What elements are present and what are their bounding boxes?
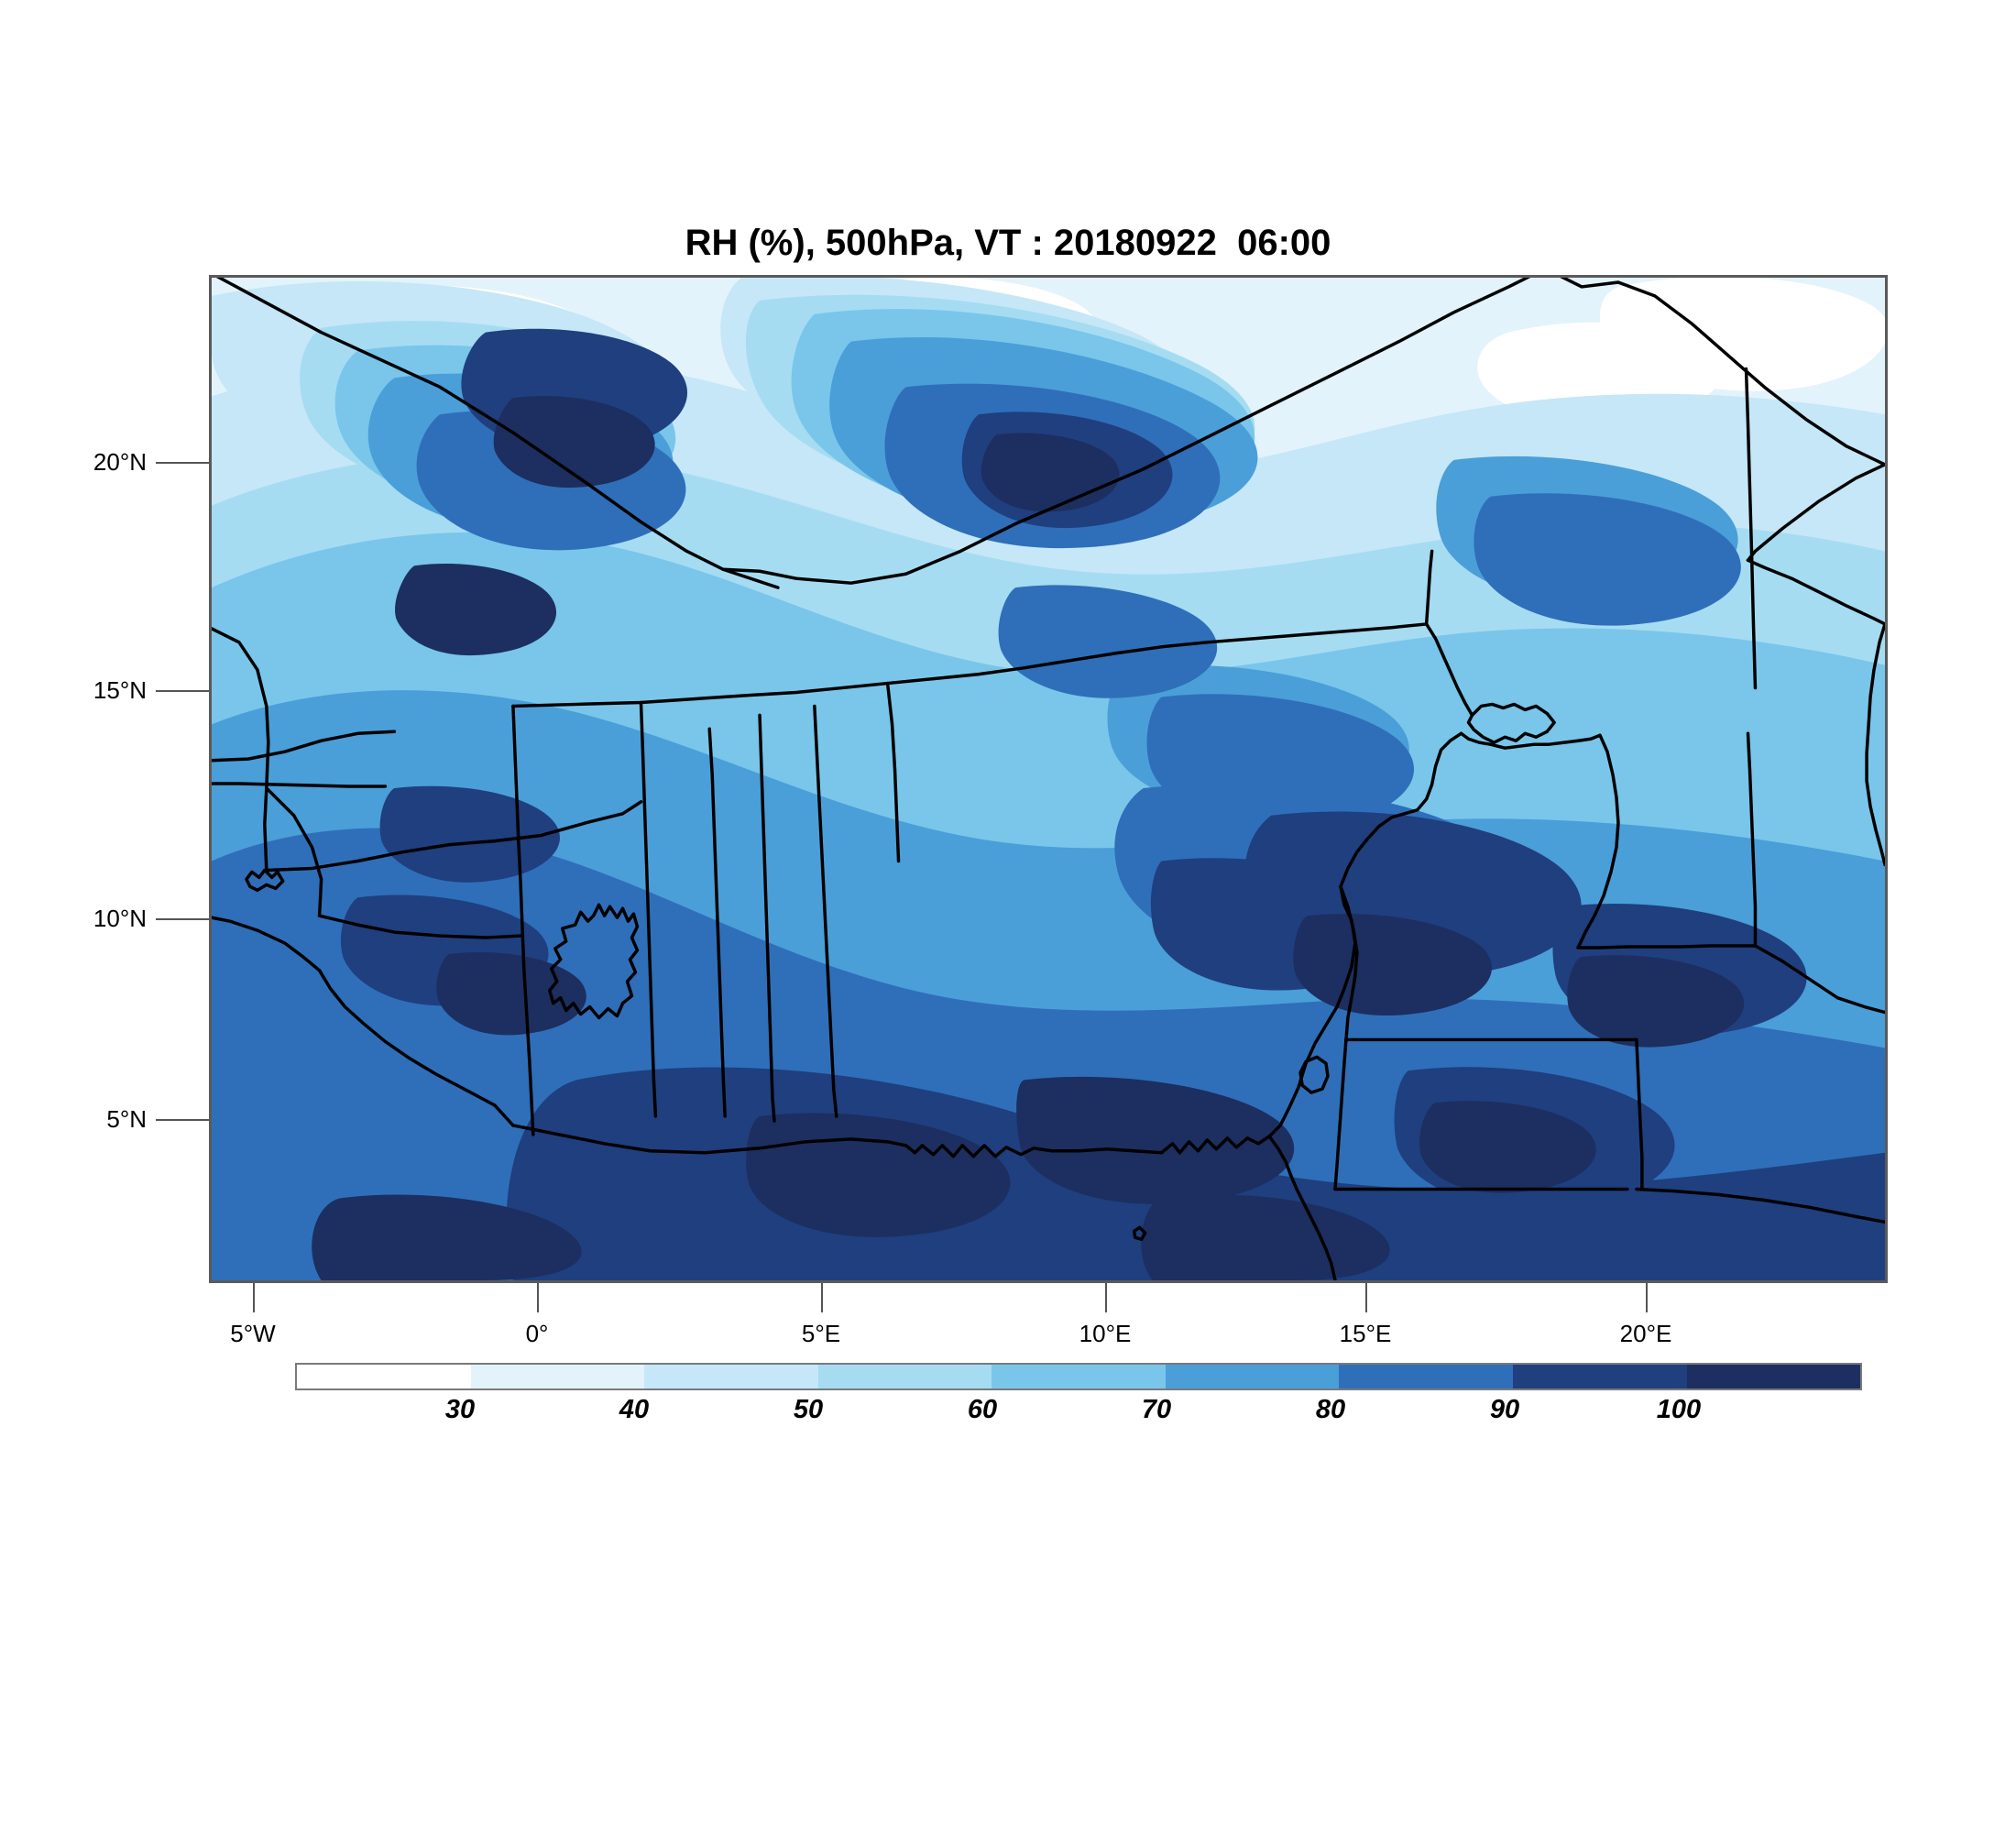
xtick-line-5W (253, 1283, 255, 1312)
colorbar-segment-7 (1512, 1365, 1687, 1388)
xtick-line-20E (1646, 1283, 1648, 1312)
colorbar-segment-5 (1165, 1365, 1340, 1388)
colorbar-segment-2 (644, 1365, 818, 1388)
colorbar-segment-1 (470, 1365, 645, 1388)
country-borders-layer (212, 278, 1885, 1280)
ytick-line-15N (156, 690, 209, 692)
contour-band-100 (312, 396, 1745, 1280)
xtick-line-5E (821, 1283, 823, 1312)
page-title: RH (%), 500hPa, VT : 20180922 06:00 (685, 223, 1331, 263)
colorbar-segment-4 (992, 1365, 1166, 1388)
colorbar-segment-8 (1686, 1365, 1861, 1388)
xtick-line-0 (537, 1283, 539, 1312)
ytick-line-20N (156, 462, 209, 464)
ytick-label-15N: 15°N (93, 676, 147, 704)
xtick-label-10E: 10°E (1079, 1320, 1132, 1347)
ytick-line-5N (156, 1119, 209, 1121)
colorbar-label-50: 50 (793, 1395, 824, 1424)
xtick-line-10E (1105, 1283, 1107, 1312)
colorbar-label-90: 90 (1489, 1395, 1520, 1424)
map-plot-area[interactable] (209, 275, 1888, 1283)
colorbar-label-60: 60 (967, 1395, 998, 1424)
rh-contour-map (212, 278, 1885, 1280)
ytick-label-10N: 10°N (93, 905, 147, 932)
colorbar-label-70: 70 (1141, 1395, 1172, 1424)
xtick-label-20E: 20°E (1619, 1320, 1672, 1347)
xtick-label-5E: 5°E (801, 1320, 841, 1347)
xtick-label-15E: 15°E (1339, 1320, 1392, 1347)
colorbar[interactable] (295, 1363, 1862, 1390)
ytick-line-10N (156, 918, 209, 920)
contour-fill-layer (212, 278, 1885, 1280)
colorbar-segment-3 (817, 1365, 992, 1388)
xtick-line-15E (1365, 1283, 1367, 1312)
colorbar-label-30: 30 (444, 1395, 476, 1424)
colorbar-segment-6 (1339, 1365, 1513, 1388)
colorbar-label-40: 40 (619, 1395, 650, 1424)
colorbar-label-80: 80 (1315, 1395, 1346, 1424)
colorbar-label-100: 100 (1656, 1395, 1702, 1424)
xtick-label-5W: 5°W (230, 1320, 276, 1347)
colorbar-segment-0 (297, 1365, 471, 1388)
ytick-label-5N: 5°N (106, 1105, 147, 1133)
xtick-label-0: 0° (525, 1320, 549, 1347)
ytick-label-20N: 20°N (93, 448, 147, 476)
